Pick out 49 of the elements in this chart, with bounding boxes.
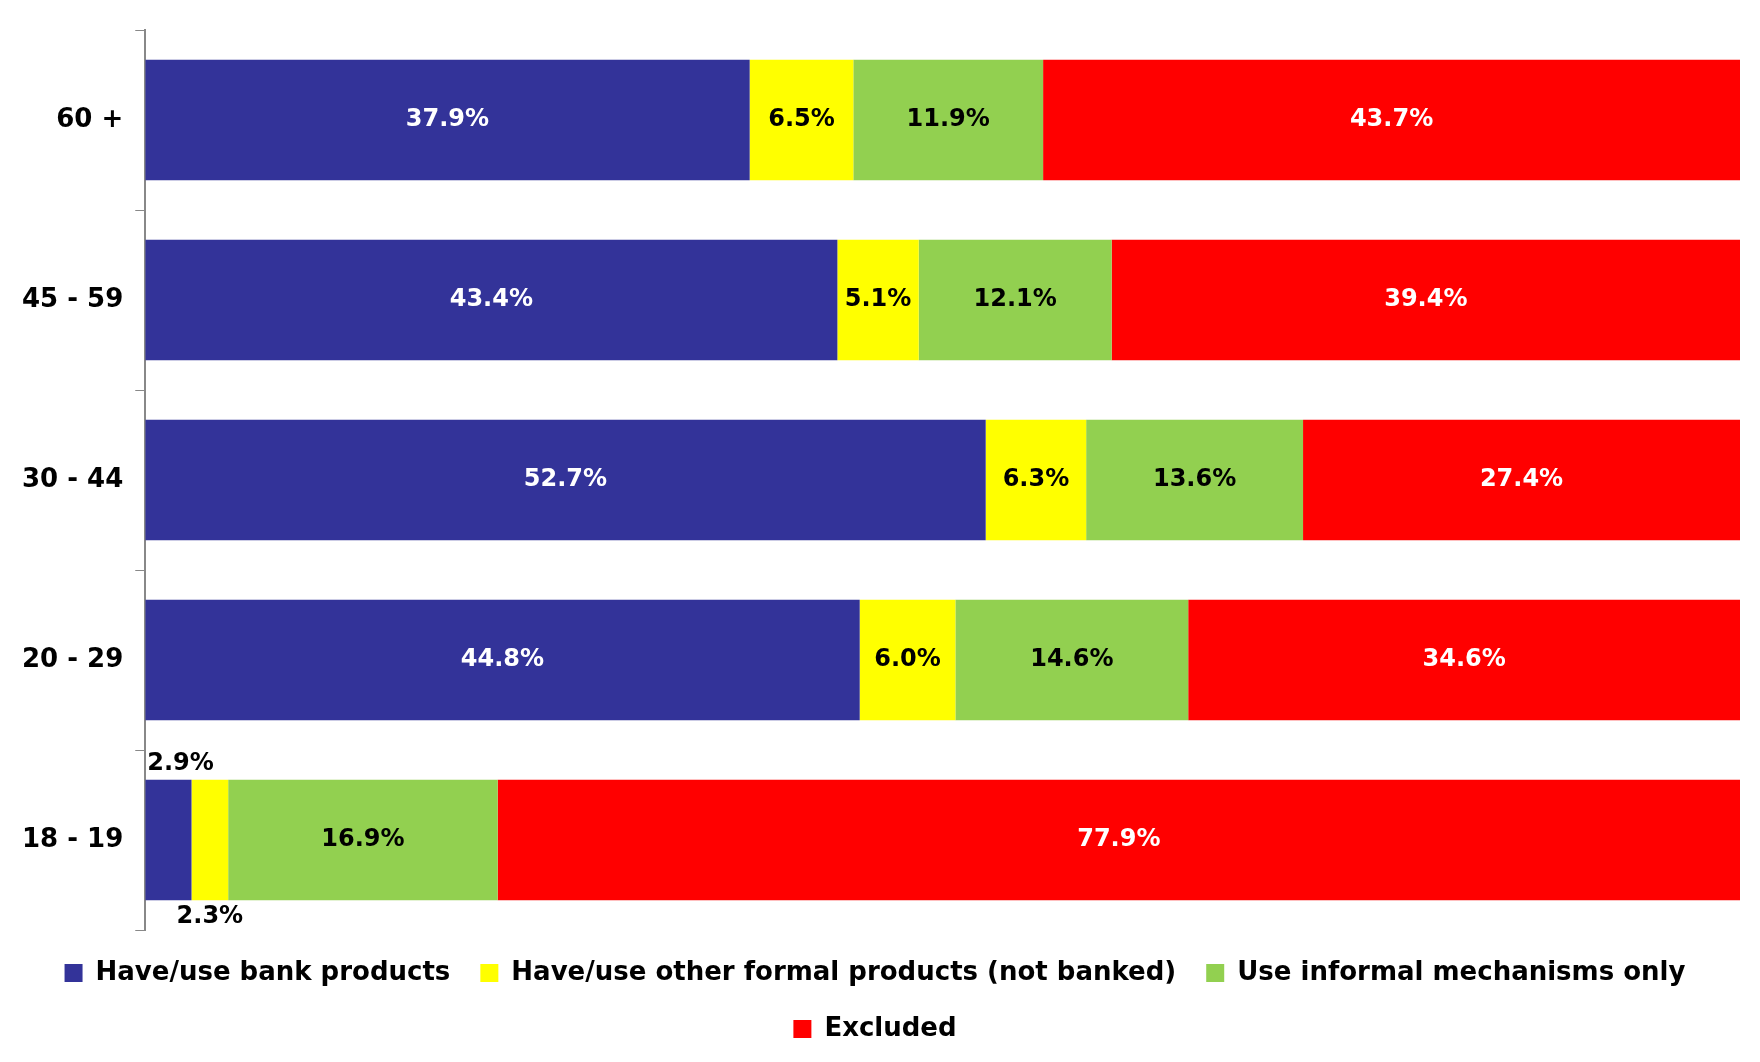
data-label: 11.9% bbox=[906, 104, 990, 133]
data-label: 39.4% bbox=[1384, 284, 1468, 313]
y-tick-label: 20 - 29 bbox=[21, 642, 124, 673]
bar bbox=[497, 779, 1740, 901]
bar bbox=[1086, 419, 1304, 541]
data-label: 43.7% bbox=[1349, 104, 1434, 133]
bar bbox=[853, 59, 1044, 181]
bar bbox=[918, 239, 1112, 361]
data-label: 27.4% bbox=[1479, 464, 1564, 493]
data-label: 6.3% bbox=[1002, 464, 1070, 493]
bar bbox=[1111, 239, 1740, 361]
data-label: 13.6% bbox=[1152, 464, 1237, 493]
bar bbox=[837, 239, 919, 361]
data-label: 77.9% bbox=[1077, 824, 1161, 853]
bar bbox=[955, 599, 1189, 721]
data-label: 14.6% bbox=[1030, 644, 1114, 673]
data-label: 12.1% bbox=[973, 284, 1057, 313]
legend-label: Have/use other formal products (not banked) bbox=[511, 955, 1177, 986]
legend-label: Have/use bank products bbox=[95, 955, 451, 986]
bar bbox=[1188, 599, 1740, 721]
data-label: 52.7% bbox=[523, 464, 608, 493]
data-label: 43.4% bbox=[449, 284, 533, 313]
data-label: 16.9% bbox=[321, 824, 405, 853]
bar bbox=[228, 779, 498, 901]
data-label: 6.0% bbox=[874, 644, 941, 673]
data-label: 37.9% bbox=[405, 104, 490, 133]
y-tick-label: 60 + bbox=[56, 102, 124, 133]
bar bbox=[1303, 419, 1740, 541]
bar bbox=[985, 419, 1087, 541]
y-tick-label: 18 - 19 bbox=[21, 822, 124, 853]
data-label: 5.1% bbox=[844, 284, 912, 313]
data-label: 6.5% bbox=[768, 104, 835, 133]
y-tick-label: 45 - 59 bbox=[21, 282, 124, 313]
bar bbox=[145, 599, 860, 721]
data-label: 2.9% bbox=[147, 747, 214, 776]
bar bbox=[859, 599, 956, 721]
data-label: 44.8% bbox=[460, 644, 545, 673]
bar bbox=[1043, 59, 1740, 181]
legend-label: Excluded bbox=[824, 1011, 957, 1042]
bar bbox=[145, 779, 192, 901]
bar bbox=[145, 419, 986, 541]
legend-label: Use informal mechanisms only bbox=[1237, 955, 1686, 986]
bar bbox=[145, 59, 750, 181]
data-label: 2.3% bbox=[176, 900, 244, 929]
data-label: 34.6% bbox=[1422, 644, 1506, 673]
bar bbox=[145, 239, 838, 361]
bar bbox=[191, 779, 229, 901]
y-tick-label: 30 - 44 bbox=[21, 462, 124, 493]
bar bbox=[749, 59, 854, 181]
